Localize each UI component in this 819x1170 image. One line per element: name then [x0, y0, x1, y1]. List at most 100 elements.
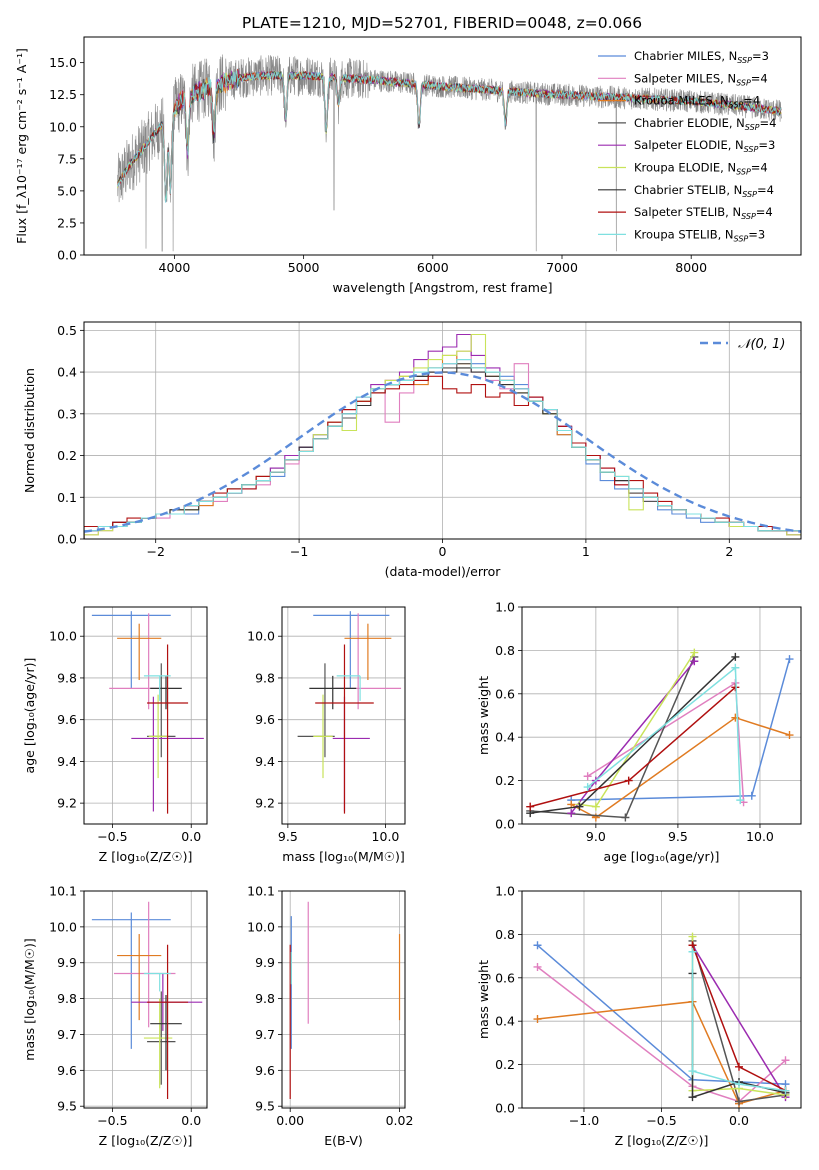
errorbar-point — [143, 675, 171, 701]
residuals-panel: −2 −1 0 1 2 0.0 0.1 0.2 0.3 0.4 0.5 (data-model)/er… — [22, 321, 802, 579]
errorbar-point — [297, 663, 335, 758]
y-tick-label: 0.4 — [495, 730, 515, 745]
plus-marker — [583, 783, 592, 792]
y-tick-label: 2.5 — [57, 215, 77, 230]
plus-marker — [688, 1067, 697, 1076]
y-tick-label: 10.1 — [247, 884, 275, 899]
plus-marker — [621, 813, 630, 822]
axes-frame — [83, 890, 208, 1109]
mass_weight_vs_age-panel: 9.0 9.5 10.0 0.0 0.2 0.4 0.6 0.8 1.0 age [log₁₀(a… — [476, 600, 802, 864]
x-tick-label: 7000 — [546, 260, 578, 275]
age_vs_mass-data — [297, 611, 402, 814]
age_vs_mass-panel: 9.5 10.0 9.2 9.4 9.6 9.8 10.0 mass [log₁₀(M/M☉)… — [247, 606, 406, 864]
y-tick-label: 9.2 — [255, 796, 275, 811]
y-tick-label: 7.5 — [57, 151, 77, 166]
errorbar-point — [91, 912, 171, 1049]
errorbar-point — [150, 995, 182, 1071]
y-tick-label: 9.6 — [57, 1063, 77, 1078]
y-tick-label: 9.6 — [255, 712, 275, 727]
age_vs_mass-grid — [282, 607, 405, 824]
x-tick-label: 0.0 — [181, 1113, 201, 1128]
y-tick-label: 0.5 — [57, 323, 77, 338]
y-tick-label: 9.7 — [255, 1027, 275, 1042]
plus-marker — [591, 802, 600, 811]
y-axis-label: Flux [f_λ10⁻¹⁷ erg cm⁻² s⁻¹ A⁻¹] — [14, 48, 29, 244]
errorbar-point — [143, 972, 171, 992]
y-tick-label: 10.0 — [49, 919, 77, 934]
y-tick-label: 9.8 — [255, 991, 275, 1006]
y-tick-label: 0.8 — [495, 643, 515, 658]
legend-label: Chabrier MILES, NSSP=3 — [634, 49, 769, 65]
errorbar-point — [344, 623, 392, 681]
plus-marker — [567, 809, 576, 818]
plus-marker — [533, 941, 542, 950]
y-tick-label: 10.1 — [49, 884, 77, 899]
plus-marker — [583, 772, 592, 781]
x-tick-label: −0.5 — [97, 829, 127, 844]
model-spectrum — [117, 70, 782, 203]
plus-marker — [688, 947, 697, 956]
plus-marker — [747, 791, 756, 800]
y-tick-label: 0.8 — [495, 927, 515, 942]
axes-frame — [83, 36, 802, 256]
errorbar-point — [91, 611, 171, 689]
plus-marker — [575, 802, 584, 811]
x-tick-label: 1 — [582, 544, 590, 559]
legend-label: Kroupa STELIB, NSSP=3 — [634, 227, 765, 243]
plus-marker — [533, 1015, 542, 1024]
x-axis-label: Z [log₁₀(Z/Z☉)] — [99, 849, 193, 864]
x-tick-label: 0.00 — [276, 1113, 304, 1128]
legend-label: Kroupa ELODIE, NSSP=4 — [634, 161, 768, 177]
y-tick-label: 0.4 — [57, 365, 77, 380]
plus-marker — [785, 655, 794, 664]
x-tick-label: 10.0 — [746, 829, 774, 844]
y-tick-label: 0.2 — [57, 448, 77, 463]
errorbar-point — [150, 675, 182, 710]
spectrum-panel: 4000 5000 6000 7000 8000 0.0 2.5 5.0 7.5 10.0 12.5… — [14, 36, 802, 295]
y-axis-label: mass weight — [476, 676, 491, 755]
y-tick-label: 9.9 — [57, 955, 77, 970]
residuals-data — [84, 333, 801, 539]
legend-label: 𝒩(0, 1) — [738, 337, 785, 352]
x-tick-label: 4000 — [159, 260, 191, 275]
y-tick-label: 9.8 — [57, 991, 77, 1006]
plus-marker — [731, 713, 740, 722]
y-axis-label: age [log₁₀(age/yr)] — [22, 658, 37, 774]
plus-marker — [690, 657, 699, 666]
plus-marker — [688, 1093, 697, 1102]
series-line — [571, 658, 791, 801]
mass_weight_vs_age-data — [526, 648, 794, 822]
errorbar-point — [313, 694, 333, 779]
y-tick-label: 9.4 — [57, 754, 77, 769]
x-tick-label: −2 — [146, 544, 164, 559]
plus-marker — [624, 776, 633, 785]
y-tick-label: 9.6 — [57, 712, 77, 727]
errorbar-point — [332, 696, 370, 812]
x-tick-label: 8000 — [675, 260, 707, 275]
mass_weight_vs_Z-panel: −1.0 −0.5 0.0 0.0 0.2 0.4 0.6 0.8 1.0 Z [log₁₀(Z/… — [476, 884, 802, 1148]
y-tick-label: 0.0 — [57, 248, 77, 263]
mass_vs_ebv-grid — [282, 890, 405, 1108]
legend-label: Kroupa MILES, NSSP=4 — [634, 94, 760, 110]
x-tick-label: 2 — [725, 544, 733, 559]
mass_weight_vs_age-grid — [522, 606, 801, 825]
y-tick-label: 5.0 — [57, 183, 77, 198]
plus-marker — [688, 932, 697, 941]
mass_weight_vs_Z-grid — [522, 890, 801, 1109]
plus-marker — [526, 802, 535, 811]
y-tick-label: 9.2 — [57, 796, 77, 811]
series-line — [691, 951, 786, 1092]
mass_vs_Z-grid — [84, 890, 207, 1108]
x-tick-label: 9.5 — [278, 829, 298, 844]
y-tick-label: 9.9 — [255, 955, 275, 970]
y-axis-label: mass weight — [476, 960, 491, 1039]
plus-marker — [731, 663, 740, 672]
legend-label: Chabrier STELIB, NSSP=4 — [634, 183, 774, 199]
x-tick-label: −0.5 — [97, 1113, 127, 1128]
y-tick-label: 1.0 — [495, 600, 515, 615]
legend-label: Chabrier ELODIE, NSSP=4 — [634, 116, 776, 132]
plus-marker — [533, 962, 542, 971]
series-line — [579, 652, 695, 808]
plus-marker — [781, 1086, 790, 1095]
